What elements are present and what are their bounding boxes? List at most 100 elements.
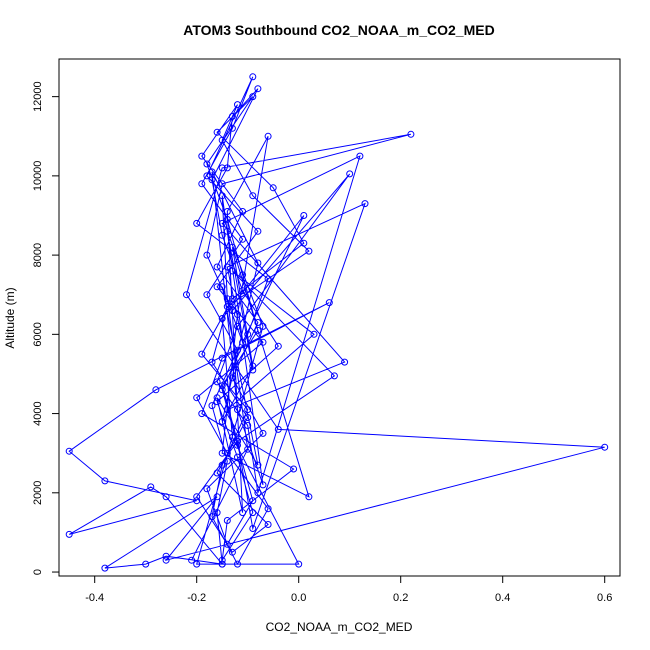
data-point [218,231,226,239]
y-tick-label: 6000 [32,322,44,346]
data-point [183,291,190,299]
x-tick-label: 0.6 [597,592,612,604]
data-point [193,493,201,501]
data-point [162,556,170,564]
data-point [101,477,109,485]
data-point [218,136,226,144]
data-point [274,342,282,350]
x-axis-label: CO2_NOAA_m_CO2_MED [266,620,413,634]
data-point [234,346,241,354]
data-point [228,112,236,120]
data-point [198,350,206,358]
data-point [218,192,226,200]
data-point [218,315,226,322]
data-point [264,275,272,283]
data-point [208,358,216,366]
data-point [203,172,211,180]
data-point [223,164,231,172]
data-point [254,227,262,235]
data-point [249,509,257,517]
data-point [239,235,247,243]
data-point [223,406,231,414]
data-point [228,295,236,303]
data-point [244,445,252,453]
data-point [234,453,241,461]
data-point [254,85,262,93]
x-axis: -0.4 -0.2 0.0 0.2 0.4 0.6 [85,575,612,604]
data-point [152,386,160,394]
data-point [244,406,252,414]
data-point [218,449,226,457]
data-point [305,247,313,255]
data-point [142,560,150,568]
data-point [234,441,241,449]
data-point [239,271,247,279]
x-tick-label: -0.2 [187,592,206,604]
data-point [218,382,226,390]
data-point [218,461,226,469]
x-tick-label: 0.4 [495,592,510,604]
y-tick-label: 10000 [32,161,44,192]
data-point [213,493,221,501]
data-point [330,372,338,380]
data-point [239,287,247,295]
data-point [218,560,226,568]
data-point [295,560,303,568]
data-point [213,378,221,386]
data-point [300,239,308,247]
data-point [249,366,257,374]
data-point [223,208,231,215]
data-point [234,322,241,330]
data-point [193,219,201,227]
y-tick-label: 8000 [32,243,44,267]
data-point [356,152,364,160]
data-point [244,330,252,338]
data-point [244,422,252,429]
data-point [213,128,221,136]
data-point [264,132,272,140]
data-point [203,291,211,299]
x-tick-label: -0.4 [85,592,104,604]
data-point [213,509,221,517]
data-point [259,481,267,489]
data-point [193,560,201,568]
data-point [310,330,318,338]
y-tick-label: 0 [32,569,44,575]
data-point [193,497,201,505]
data-point [259,338,267,346]
data-point [228,433,236,441]
data-point [274,425,282,433]
data-point [213,263,221,271]
data-point [228,243,236,251]
plot-series [65,73,609,572]
data-point [325,299,333,307]
data-point [65,447,73,455]
data-point [264,505,272,513]
data-point [407,130,415,138]
data-point [218,386,226,394]
data-point [228,307,236,315]
data-point [234,560,241,568]
data-point [249,362,257,370]
data-point [208,168,216,176]
data-point [249,497,257,505]
data-point [162,493,170,501]
chart-title: ATOM3 Southbound CO2_NOAA_m_CO2_MED [183,22,494,38]
data-point [208,176,216,184]
data-point [269,184,277,192]
data-point [218,354,226,362]
data-point [147,483,155,491]
data-point [234,406,241,414]
data-point [223,303,231,311]
data-point [264,521,272,528]
data-point [208,402,216,410]
data-point [249,525,257,532]
data-point [203,251,211,259]
y-axis-label: Altitude (m) [3,287,17,348]
data-point [223,540,231,548]
data-point [290,465,298,473]
data-point [208,513,216,521]
data-point [213,283,221,291]
